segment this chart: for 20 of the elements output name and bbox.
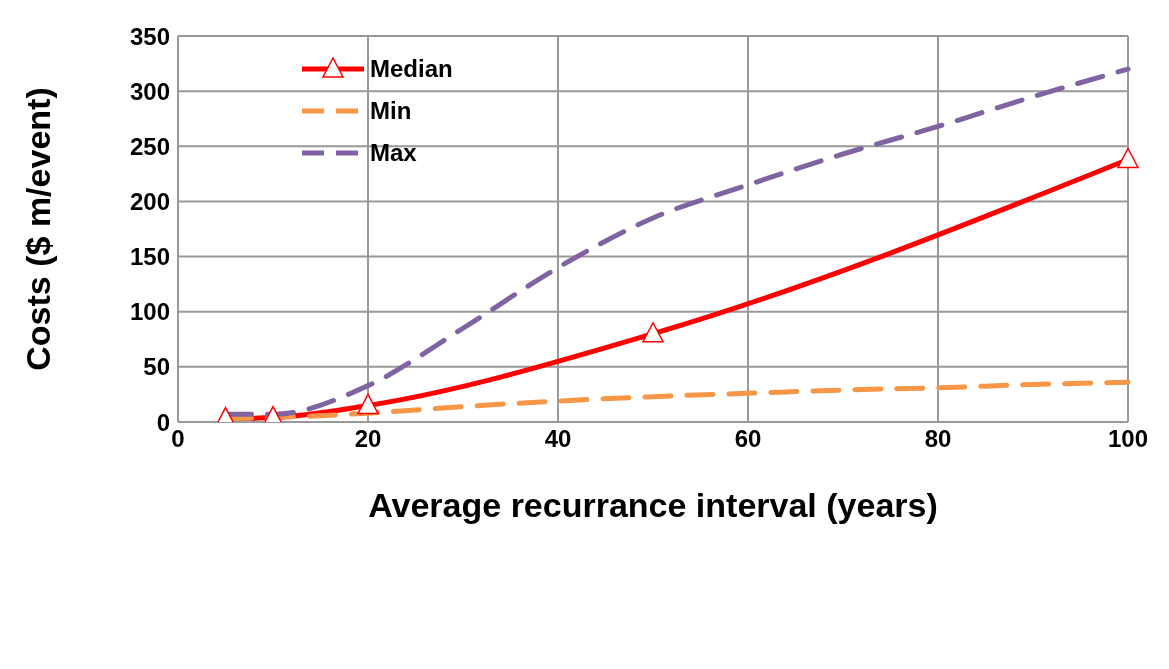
x-axis-title: Average recurrance interval (years) [368,486,938,524]
point [1117,147,1139,169]
y-tick-label: 200 [129,187,170,215]
x-tick-label: 100 [1107,425,1149,453]
x-tick-label: 40 [544,425,572,453]
y-axis-title: Costs ($ m/event) [19,87,58,371]
y-tick-label: 300 [129,77,170,105]
x-tick-label: 80 [924,425,952,453]
y-tick-label: 100 [129,298,170,326]
y-tick-label: 350 [129,22,170,50]
y-tick-label: 250 [129,132,170,160]
y-tick-label: 0 [156,408,170,436]
point [642,322,664,343]
legend-label: Median [370,55,453,83]
y-tick-label: 150 [129,243,170,271]
x-tick-label: 60 [734,425,762,453]
legend-label: Min [370,97,412,125]
x-tick-label: 20 [354,425,382,453]
y-tick-label: 50 [143,353,170,381]
legend-label: Max [370,139,417,167]
